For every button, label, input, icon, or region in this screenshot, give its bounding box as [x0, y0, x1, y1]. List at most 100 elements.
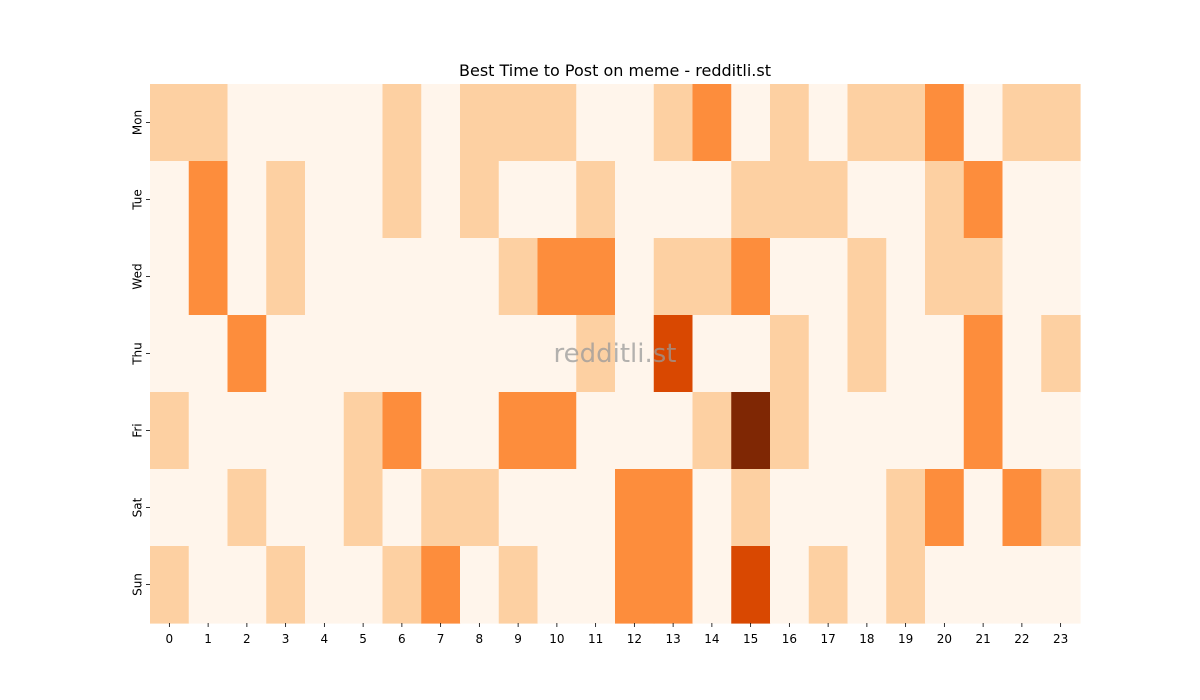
heatmap-cell-thu-2: [227, 315, 267, 393]
heatmap-cell-wed-2: [227, 238, 267, 316]
heatmap-cell-tue-13: [653, 161, 694, 239]
heatmap-cell-sun-23: [1041, 546, 1081, 624]
heatmap-cell-tue-12: [615, 161, 655, 239]
heatmap-cell-mon-7: [421, 84, 461, 162]
heatmap-cell-sun-18: [847, 546, 887, 624]
heatmap-cell-mon-14: [692, 84, 732, 162]
heatmap-cell-sat-20: [925, 469, 965, 547]
heatmap-cell-sat-6: [382, 469, 422, 547]
heatmap-cell-thu-7: [421, 315, 461, 393]
heatmap-cell-fri-11: [576, 392, 616, 470]
heatmap-cell-sun-16: [770, 546, 810, 624]
x-tick-label: 0: [166, 632, 174, 646]
heatmap-cell-thu-21: [963, 315, 1004, 393]
heatmap-cell-thu-5: [343, 315, 384, 393]
heatmap-cell-mon-11: [576, 84, 616, 162]
heatmap-cell-wed-17: [808, 238, 849, 316]
heatmap-cell-thu-9: [498, 315, 539, 393]
heatmap-cell-tue-17: [808, 161, 849, 239]
heatmap-cell-fri-3: [266, 392, 306, 470]
heatmap-cell-sat-22: [1002, 469, 1042, 547]
heatmap-cell-tue-15: [731, 161, 771, 239]
heatmap-cell-mon-5: [343, 84, 384, 162]
heatmap-cell-tue-10: [537, 161, 577, 239]
heatmap-cell-tue-19: [886, 161, 926, 239]
heatmap-cell-sat-9: [498, 469, 539, 547]
heatmap-cell-sat-11: [576, 469, 616, 547]
heatmap-cell-sun-11: [576, 546, 616, 624]
heatmap-cell-thu-20: [925, 315, 965, 393]
x-tick-label: 11: [588, 632, 603, 646]
heatmap-cell-tue-16: [770, 161, 810, 239]
heatmap-cell-thu-19: [886, 315, 926, 393]
heatmap-cell-thu-12: [615, 315, 655, 393]
heatmap-cell-sat-18: [847, 469, 887, 547]
heatmap-cell-wed-0: [150, 238, 190, 316]
x-tick-label: 10: [549, 632, 564, 646]
heatmap-cell-wed-16: [770, 238, 810, 316]
heatmap-cell-sun-0: [150, 546, 190, 624]
heatmap-cell-fri-22: [1002, 392, 1042, 470]
heatmap-cell-wed-4: [305, 238, 345, 316]
heatmap-cell-mon-10: [537, 84, 577, 162]
x-tick-label: 8: [476, 632, 484, 646]
heatmap-cell-fri-7: [421, 392, 461, 470]
heatmap-cell-tue-1: [188, 161, 229, 239]
heatmap-cell-sat-17: [808, 469, 849, 547]
heatmap-cell-wed-1: [188, 238, 229, 316]
heatmap-cell-sat-23: [1041, 469, 1081, 547]
heatmap-cell-mon-21: [963, 84, 1004, 162]
heatmap-cell-mon-6: [382, 84, 422, 162]
heatmap-cell-mon-9: [498, 84, 539, 162]
heatmap-cell-fri-12: [615, 392, 655, 470]
heatmap-cell-fri-18: [847, 392, 887, 470]
heatmap-cell-fri-15: [731, 392, 771, 470]
y-tick-label: Thu: [131, 342, 145, 366]
heatmap-cell-mon-20: [925, 84, 965, 162]
heatmap-cell-thu-18: [847, 315, 887, 393]
x-tick-label: 19: [898, 632, 913, 646]
heatmap-cell-fri-8: [460, 392, 500, 470]
heatmap-cell-thu-16: [770, 315, 810, 393]
heatmap-cell-thu-15: [731, 315, 771, 393]
heatmap-cell-sun-2: [227, 546, 267, 624]
heatmap-cell-sat-16: [770, 469, 810, 547]
x-tick-label: 15: [743, 632, 758, 646]
x-tick-label: 7: [437, 632, 445, 646]
heatmap-cell-mon-19: [886, 84, 926, 162]
heatmap-cell-wed-9: [498, 238, 539, 316]
heatmap-cell-wed-6: [382, 238, 422, 316]
x-tick-label: 9: [514, 632, 522, 646]
heatmap-cell-sun-9: [498, 546, 539, 624]
heatmap-cell-sat-1: [188, 469, 229, 547]
heatmap-cell-tue-23: [1041, 161, 1081, 239]
heatmap-cell-sun-20: [925, 546, 965, 624]
heatmap-cell-tue-20: [925, 161, 965, 239]
heatmap-cell-sat-14: [692, 469, 732, 547]
heatmap-cell-thu-11: [576, 315, 616, 393]
heatmap-cell-tue-6: [382, 161, 422, 239]
chart-title: Best Time to Post on meme - redditli.st: [459, 61, 771, 80]
heatmap-cell-fri-14: [692, 392, 732, 470]
heatmap-cell-fri-21: [963, 392, 1004, 470]
heatmap-cell-tue-9: [498, 161, 539, 239]
heatmap-cell-mon-17: [808, 84, 849, 162]
heatmap-cell-wed-5: [343, 238, 384, 316]
heatmap-cell-thu-4: [305, 315, 345, 393]
heatmap-cell-tue-21: [963, 161, 1004, 239]
x-tick-label: 4: [321, 632, 329, 646]
x-tick-label: 16: [782, 632, 797, 646]
heatmap-cell-thu-1: [188, 315, 229, 393]
heatmap-cell-wed-19: [886, 238, 926, 316]
heatmap-cell-fri-6: [382, 392, 422, 470]
heatmap-cell-mon-8: [460, 84, 500, 162]
heatmap-cell-sun-7: [421, 546, 461, 624]
heatmap-cell-sun-15: [731, 546, 771, 624]
heatmap-cell-tue-14: [692, 161, 732, 239]
heatmap-cell-wed-11: [576, 238, 616, 316]
heatmap-cell-thu-14: [692, 315, 732, 393]
heatmap-cell-fri-23: [1041, 392, 1081, 470]
heatmap-cell-sat-5: [343, 469, 384, 547]
heatmap-cells: [150, 84, 1081, 624]
heatmap-cell-mon-4: [305, 84, 345, 162]
